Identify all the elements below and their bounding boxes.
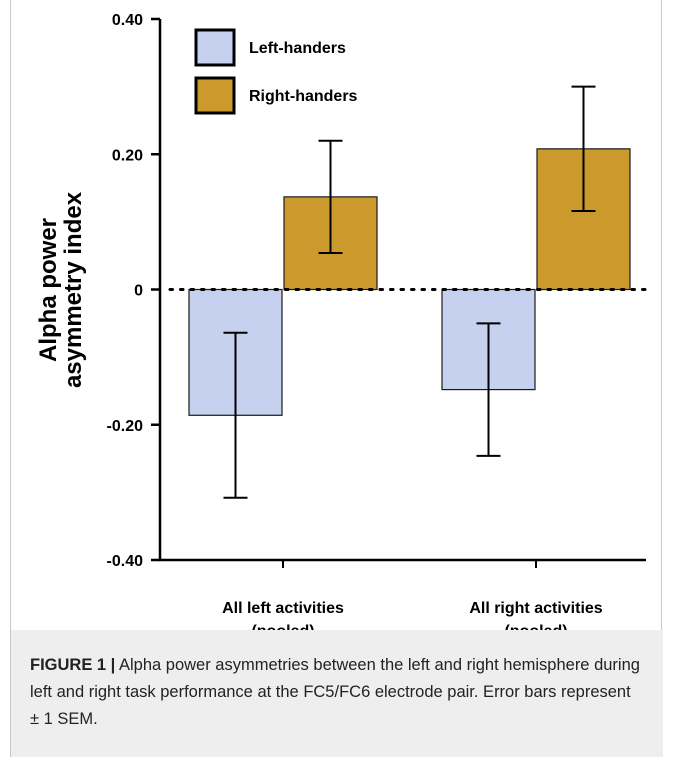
y-tick-label: -0.40 xyxy=(107,553,144,570)
legend-label: Left-handers xyxy=(249,40,346,57)
figure-caption-text: Alpha power asymmetries between the left… xyxy=(30,656,640,728)
x-category-label-line-1: All right activities xyxy=(469,600,602,617)
legend-swatch xyxy=(196,30,234,65)
figure-frame: 0.40 0.20 0 -0.20 -0.40 Alpha power asymmetry … xyxy=(10,0,662,757)
figure-caption-label: FIGURE 1 | xyxy=(30,656,115,674)
y-tick-label: 0.20 xyxy=(112,147,143,164)
y-tick-label: 0 xyxy=(134,283,143,300)
figure-caption-box: FIGURE 1 | Alpha power asymmetries betwe… xyxy=(11,630,663,757)
legend-label: Right-handers xyxy=(249,88,358,105)
y-tick-label: -0.20 xyxy=(107,418,144,435)
y-tick-label: 0.40 xyxy=(112,12,143,29)
bar-chart: 0.40 0.20 0 -0.20 -0.40 Alpha powerasymmetry … xyxy=(11,0,663,630)
x-category-label-line-1: All left activities xyxy=(222,600,344,617)
y-axis-title-line-1: Alpha power xyxy=(35,218,62,362)
x-category-label-line-2: (pooled) xyxy=(504,623,567,630)
legend-swatch xyxy=(196,78,234,113)
x-category-label-line-2: (pooled) xyxy=(251,623,314,630)
figure-caption: FIGURE 1 | Alpha power asymmetries betwe… xyxy=(30,652,643,733)
y-axis-title-line-2: asymmetry index xyxy=(60,191,87,388)
